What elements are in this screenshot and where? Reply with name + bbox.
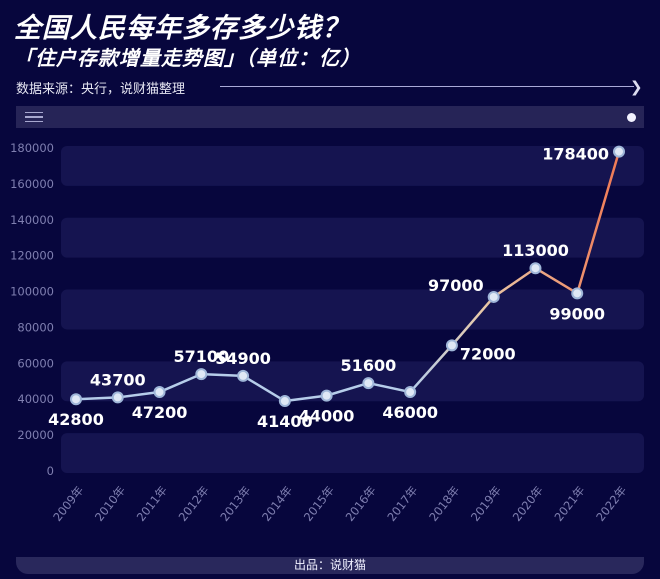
y-tick-label: 20000: [17, 428, 54, 442]
page-title: 全国人民每年多存多少钱？: [14, 13, 350, 44]
dot-icon: [627, 113, 636, 122]
x-axis: 2009年 2010年 2011年 2012年 2013年 2014年 2015年 2016年…: [50, 483, 629, 524]
x-tick-label: 2013年: [217, 483, 253, 524]
data-point[interactable]: [320, 389, 333, 402]
data-point[interactable]: [529, 262, 542, 275]
data-value-label: 113000: [502, 241, 569, 260]
x-tick-label: 2010年: [92, 483, 128, 524]
data-value-label: 41400: [257, 412, 313, 431]
x-tick-label: 2009年: [50, 483, 86, 524]
data-point[interactable]: [404, 386, 417, 399]
data-value-label: 178400: [542, 145, 609, 164]
data-value-label: 44000: [299, 407, 355, 426]
data-value-label: 51600: [341, 356, 397, 375]
x-tick-label: 2021年: [551, 483, 587, 524]
data-value-label: 99000: [549, 304, 605, 323]
footer-credit: 出品：说财猫: [16, 557, 644, 574]
grid-band: [61, 217, 644, 258]
y-tick-label: 40000: [17, 392, 54, 406]
data-source: 数据来源：央行，说财猫整理: [16, 82, 186, 97]
data-value-label: 46000: [382, 403, 438, 422]
data-point[interactable]: [237, 369, 250, 382]
data-value-label: 47200: [132, 403, 188, 422]
data-value-label: 72000: [460, 344, 516, 363]
x-tick-label: 2020年: [510, 483, 546, 524]
grid-band: [61, 433, 644, 473]
y-tick-label: 140000: [10, 213, 54, 227]
data-point[interactable]: [195, 368, 208, 381]
x-tick-label: 2016年: [343, 483, 379, 524]
y-tick-label: 0: [47, 464, 54, 478]
data-point[interactable]: [70, 393, 82, 406]
grid-band: [61, 146, 644, 186]
data-point[interactable]: [445, 339, 458, 352]
x-tick-label: 2011年: [134, 483, 170, 524]
source-divider-line: [220, 86, 634, 87]
data-point[interactable]: [487, 290, 500, 303]
hamburger-menu-icon[interactable]: [25, 112, 43, 122]
x-tick-label: 2017年: [384, 483, 420, 524]
data-value-label: 42800: [48, 410, 104, 429]
data-point[interactable]: [278, 395, 291, 408]
chart-toolbar: [16, 106, 644, 128]
chevron-right-icon: ❯: [630, 78, 643, 96]
data-point[interactable]: [571, 287, 584, 300]
grid-bands: [61, 146, 644, 473]
y-tick-label: 80000: [17, 320, 54, 334]
x-tick-label: 2018年: [426, 483, 462, 524]
data-points: [70, 145, 625, 408]
series-line: [75, 151, 621, 403]
data-point[interactable]: [111, 391, 124, 404]
x-tick-label: 2019年: [468, 483, 504, 524]
x-tick-label: 2012年: [176, 483, 212, 524]
data-value-label: 57100: [173, 347, 229, 366]
data-point[interactable]: [362, 377, 375, 390]
data-value-label: 97000: [428, 276, 484, 295]
x-tick-label: 2022年: [593, 483, 629, 524]
y-tick-label: 60000: [17, 356, 54, 370]
data-value-label: 43700: [90, 370, 146, 389]
y-tick-label: 100000: [10, 285, 54, 299]
data-point[interactable]: [613, 145, 625, 158]
y-axis: 0 20000 40000 60000 80000 100000 120000 140000 1…: [10, 141, 54, 478]
data-point[interactable]: [153, 386, 166, 399]
grid-band: [61, 361, 644, 402]
y-tick-label: 160000: [10, 177, 54, 191]
x-tick-label: 2015年: [301, 483, 337, 524]
x-tick-label: 2014年: [259, 483, 295, 524]
y-tick-label: 180000: [10, 141, 54, 155]
data-value-label: 54900: [215, 349, 271, 368]
y-tick-label: 120000: [10, 249, 54, 263]
chart-subtitle: 「住户存款增量走势图」（单位：亿）: [14, 46, 361, 70]
